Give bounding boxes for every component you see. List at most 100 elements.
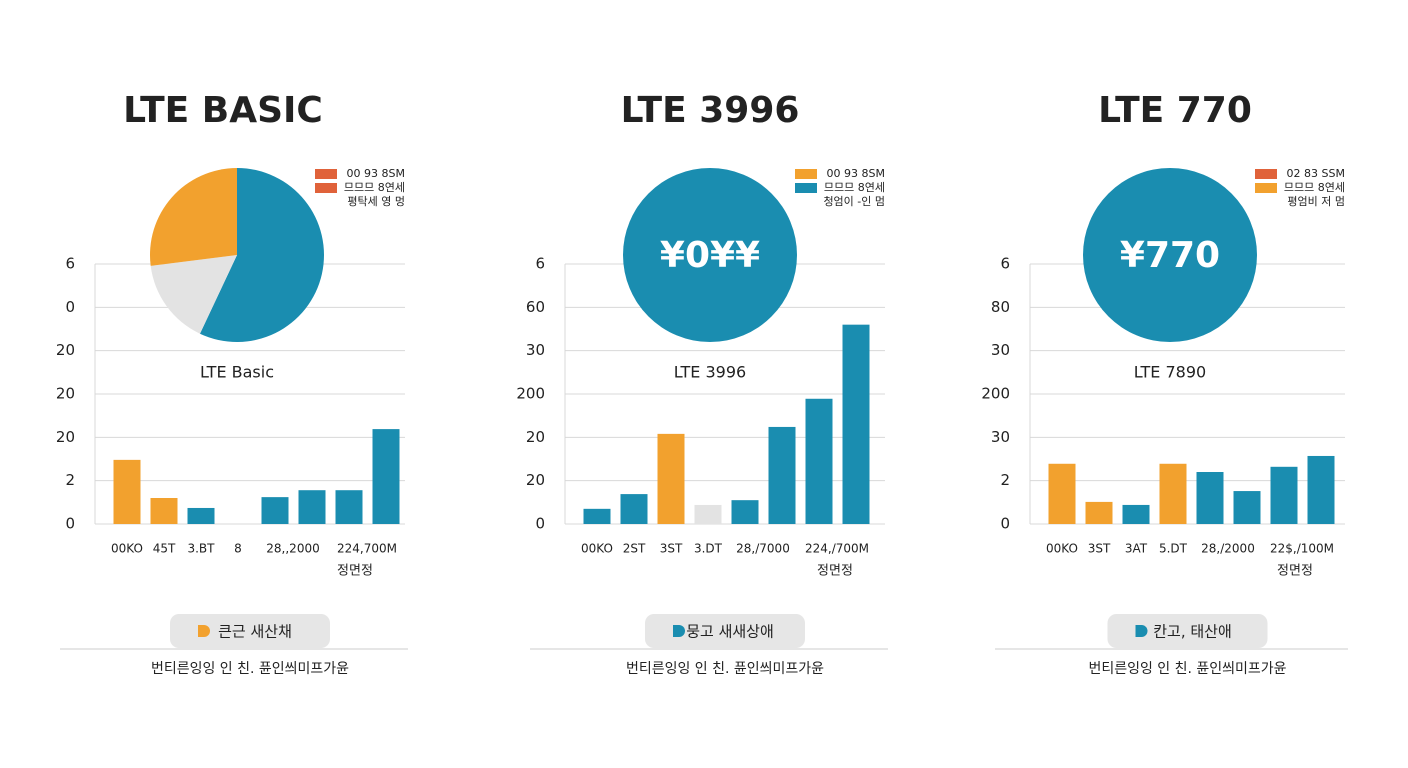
axis-note: 정면정	[1277, 564, 1313, 579]
legend-label: 므므므 8연세	[824, 181, 885, 194]
x-tick-label: 3ST	[1088, 542, 1111, 556]
legend-swatch	[795, 183, 817, 193]
y-tick-label: 200	[516, 385, 545, 403]
button-icon	[1135, 625, 1148, 637]
x-tick-label: 3.BT	[187, 542, 215, 556]
pie-slice	[150, 168, 237, 266]
x-tick-label: 28,,2000	[266, 542, 319, 556]
bar	[298, 490, 326, 524]
y-tick-label: 20	[526, 428, 545, 446]
panel-title: LTE 3996	[621, 90, 800, 131]
bar	[1048, 463, 1076, 524]
bar	[1122, 504, 1150, 524]
bar	[620, 494, 648, 524]
button-label: 뭉고 새새상애	[686, 623, 774, 641]
y-tick-label: 20	[56, 428, 75, 446]
bar	[1270, 466, 1298, 524]
bar	[372, 429, 400, 524]
chart-subtitle: LTE 7890	[1134, 363, 1206, 382]
y-tick-label: 6	[1000, 255, 1010, 273]
x-tick-label: 224,700M	[337, 542, 397, 556]
bar	[1085, 501, 1113, 524]
panel-title: LTE 770	[1098, 90, 1252, 131]
legend-label: 00 93 8SM	[827, 167, 885, 180]
y-tick-label: 30	[991, 341, 1010, 359]
legend-swatch	[1255, 169, 1277, 179]
y-tick-label: 2	[65, 471, 75, 489]
legend-label: 평엄비 저 멈	[1287, 195, 1345, 208]
button-icon	[673, 625, 685, 637]
pie-label: ¥770	[1120, 235, 1220, 276]
x-tick-label: 00KO	[581, 542, 613, 556]
x-tick-label: 28,/7000	[736, 542, 790, 556]
legend-swatch	[795, 169, 817, 179]
bar	[1307, 455, 1335, 524]
bar	[694, 504, 722, 524]
bar	[150, 498, 178, 524]
x-tick-label: 3ST	[660, 542, 683, 556]
panel-title: LTE BASIC	[123, 90, 323, 131]
y-tick-label: 6	[65, 255, 75, 273]
footer-text: 번티른잉잉 인 친. 퓬인씌미프가윤	[626, 661, 824, 677]
y-tick-label: 200	[981, 385, 1010, 403]
pie-slice	[1083, 168, 1257, 342]
button-icon	[198, 625, 210, 637]
bar	[583, 508, 611, 524]
y-tick-label: 20	[526, 471, 545, 489]
bar	[1196, 472, 1224, 524]
y-tick-label: 30	[526, 341, 545, 359]
chart-subtitle: LTE Basic	[200, 363, 274, 382]
legend-swatch	[315, 183, 337, 193]
legend-swatch	[315, 169, 337, 179]
legend-label: 평탁세 영 멍	[347, 195, 405, 208]
pie-slice	[623, 168, 797, 342]
bar	[842, 324, 870, 524]
footer-text: 번티른잉잉 인 친. 퓬인씌미프가윤	[151, 661, 349, 677]
x-tick-label: 00KO	[1046, 542, 1078, 556]
x-tick-label: 3.DT	[694, 542, 723, 556]
x-tick-label: 3AT	[1125, 542, 1148, 556]
pie-slice	[199, 168, 324, 342]
bar	[657, 433, 685, 524]
x-tick-label: 28,/2000	[1201, 542, 1255, 556]
button	[170, 614, 330, 648]
x-tick-label: 8	[234, 542, 242, 556]
legend-label: 므므므 8연세	[1284, 181, 1345, 194]
x-tick-label: 45T	[153, 542, 176, 556]
legend-label: 므므므 8연세	[344, 181, 405, 194]
bar	[1159, 463, 1187, 524]
legend-label: 02 83 SSM	[1287, 167, 1345, 180]
x-tick-label: 224,/700M	[805, 542, 869, 556]
x-tick-label: 2ST	[623, 542, 646, 556]
bar	[187, 507, 215, 524]
y-tick-label: 0	[65, 515, 75, 533]
y-tick-label: 20	[56, 385, 75, 403]
legend-label: 청엄이 -인 멈	[823, 195, 885, 208]
bar	[805, 398, 833, 524]
y-tick-label: 30	[991, 428, 1010, 446]
y-tick-label: 2	[1000, 471, 1010, 489]
legend-swatch	[1255, 183, 1277, 193]
button-label: 큰근 새산채	[218, 623, 292, 641]
footer-text: 번티른잉잉 인 친. 퓬인씌미프가윤	[1088, 661, 1286, 677]
pie-slice	[150, 255, 237, 334]
x-tick-label: 22$,/100M	[1270, 542, 1334, 556]
y-tick-label: 6	[535, 255, 545, 273]
button	[1107, 614, 1268, 648]
button-label: 칸고, 태산애	[1153, 623, 1232, 641]
y-tick-label: 80	[991, 298, 1010, 316]
y-tick-label: 0	[1000, 515, 1010, 533]
bar	[113, 459, 141, 524]
y-tick-label: 0	[535, 515, 545, 533]
x-tick-label: 5.DT	[1159, 542, 1188, 556]
bar	[335, 490, 363, 524]
pie-label: ¥0¥¥	[660, 235, 760, 276]
bar	[261, 497, 289, 524]
y-tick-label: 60	[526, 298, 545, 316]
chart-subtitle: LTE 3996	[674, 363, 746, 382]
legend-label: 00 93 8SM	[347, 167, 405, 180]
y-tick-label: 0	[65, 298, 75, 316]
y-tick-label: 20	[56, 341, 75, 359]
x-tick-label: 00KO	[111, 542, 143, 556]
